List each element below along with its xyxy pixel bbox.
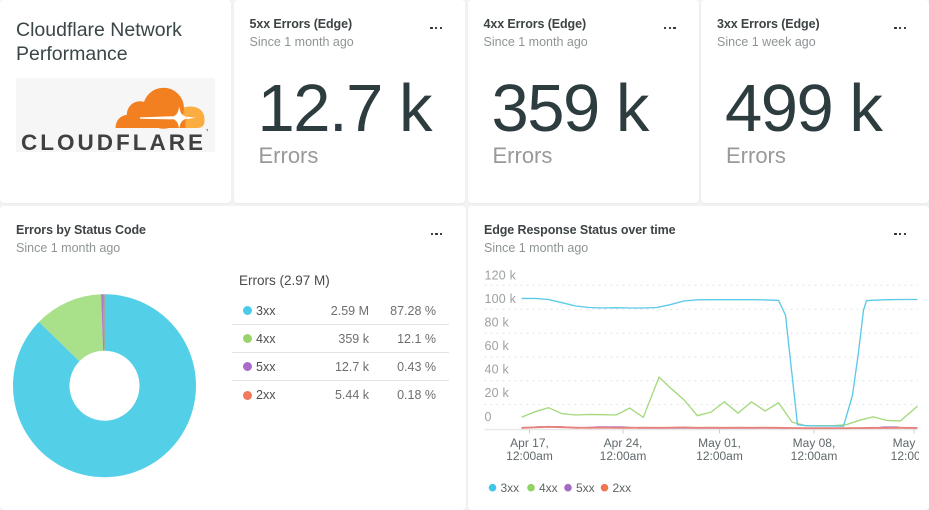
svg-text:’: ’ xyxy=(206,128,208,139)
svg-text:12:00am: 12:00am xyxy=(506,449,553,463)
svg-text:0: 0 xyxy=(484,410,491,424)
svg-text:May 15,: May 15, xyxy=(892,436,918,450)
svg-text:60 k: 60 k xyxy=(484,339,509,353)
svg-text:4xx: 4xx xyxy=(539,481,558,495)
svg-text:20 k: 20 k xyxy=(484,386,509,400)
svg-text:CLOUDFLARE: CLOUDFLARE xyxy=(21,130,206,152)
svg-text:80 k: 80 k xyxy=(484,315,509,329)
svg-text:120 k: 120 k xyxy=(484,268,516,282)
svg-text:May 08,: May 08, xyxy=(792,436,835,450)
svg-text:2xx: 2xx xyxy=(612,481,631,495)
svg-text:12:00am: 12:00am xyxy=(790,449,837,463)
svg-text:12:00am: 12:00am xyxy=(696,449,743,463)
svg-text:100 k: 100 k xyxy=(484,292,516,306)
svg-text:40 k: 40 k xyxy=(484,362,509,376)
svg-text:3xx: 3xx xyxy=(500,481,519,495)
svg-text:12:00am: 12:00am xyxy=(599,449,646,463)
svg-text:5xx: 5xx xyxy=(576,481,595,495)
svg-text:May 01,: May 01, xyxy=(698,436,741,450)
svg-text:Apr 17,: Apr 17, xyxy=(510,436,549,450)
svg-text:Apr 24,: Apr 24, xyxy=(603,436,642,450)
svg-text:12:00am: 12:00am xyxy=(890,449,918,463)
